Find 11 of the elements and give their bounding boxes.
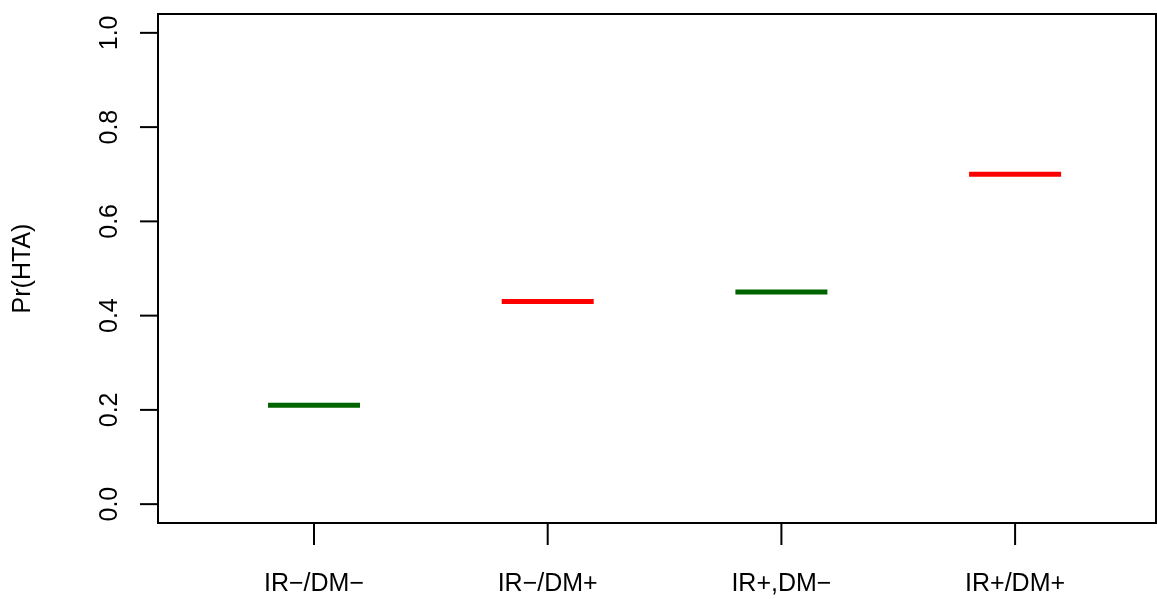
x-tick-label: IR−/DM− bbox=[263, 568, 365, 596]
y-tick-label: 0.8 bbox=[93, 109, 122, 145]
y-tick-label: 0.4 bbox=[93, 298, 122, 334]
y-tick-label: 0.6 bbox=[93, 203, 122, 239]
y-tick-label: 0.0 bbox=[93, 486, 122, 522]
x-tick-label: IR+/DM+ bbox=[965, 568, 1066, 596]
y-tick-label: 0.2 bbox=[93, 392, 122, 428]
y-axis-title: Pr(HTA) bbox=[7, 223, 35, 314]
y-tick-label: 1.0 bbox=[93, 15, 122, 51]
x-tick-label: IR+,DM− bbox=[731, 568, 832, 596]
x-tick-label: IR−/DM+ bbox=[497, 568, 598, 596]
